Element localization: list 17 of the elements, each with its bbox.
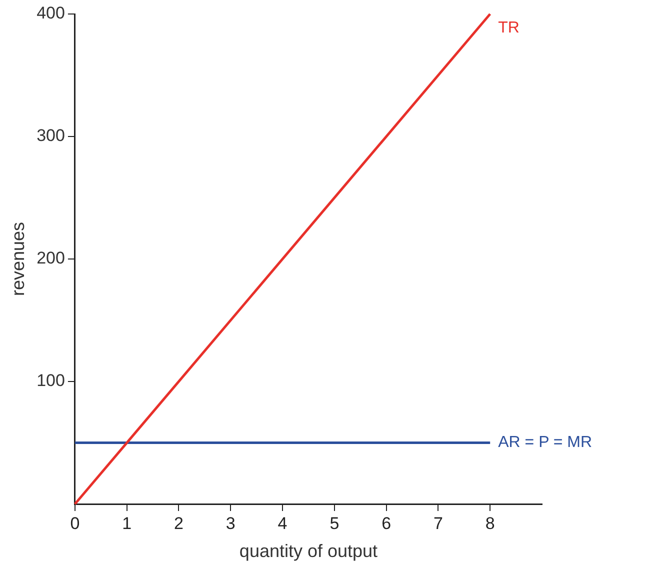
series-label: TR (498, 19, 520, 36)
x-axis-title: quantity of output (239, 541, 378, 562)
y-tick-label: 300 (36, 126, 65, 146)
y-axis-title: revenues (8, 222, 28, 296)
x-tick-label: 1 (122, 514, 132, 533)
x-tick-label: 7 (433, 514, 443, 533)
y-tick-label: 400 (36, 4, 65, 23)
y-tick-label: 100 (36, 371, 65, 390)
x-tick-label: 0 (70, 514, 80, 533)
x-tick-label: 3 (226, 514, 236, 533)
series-label: AR = P = MR (498, 434, 592, 452)
x-tick-label: 2 (174, 514, 184, 533)
x-tick-label: 8 (485, 514, 495, 533)
x-tick-label: 4 (278, 514, 288, 533)
y-tick-label: 200 (36, 248, 65, 268)
x-tick-label: 6 (382, 514, 392, 533)
x-tick-label: 5 (330, 514, 340, 533)
